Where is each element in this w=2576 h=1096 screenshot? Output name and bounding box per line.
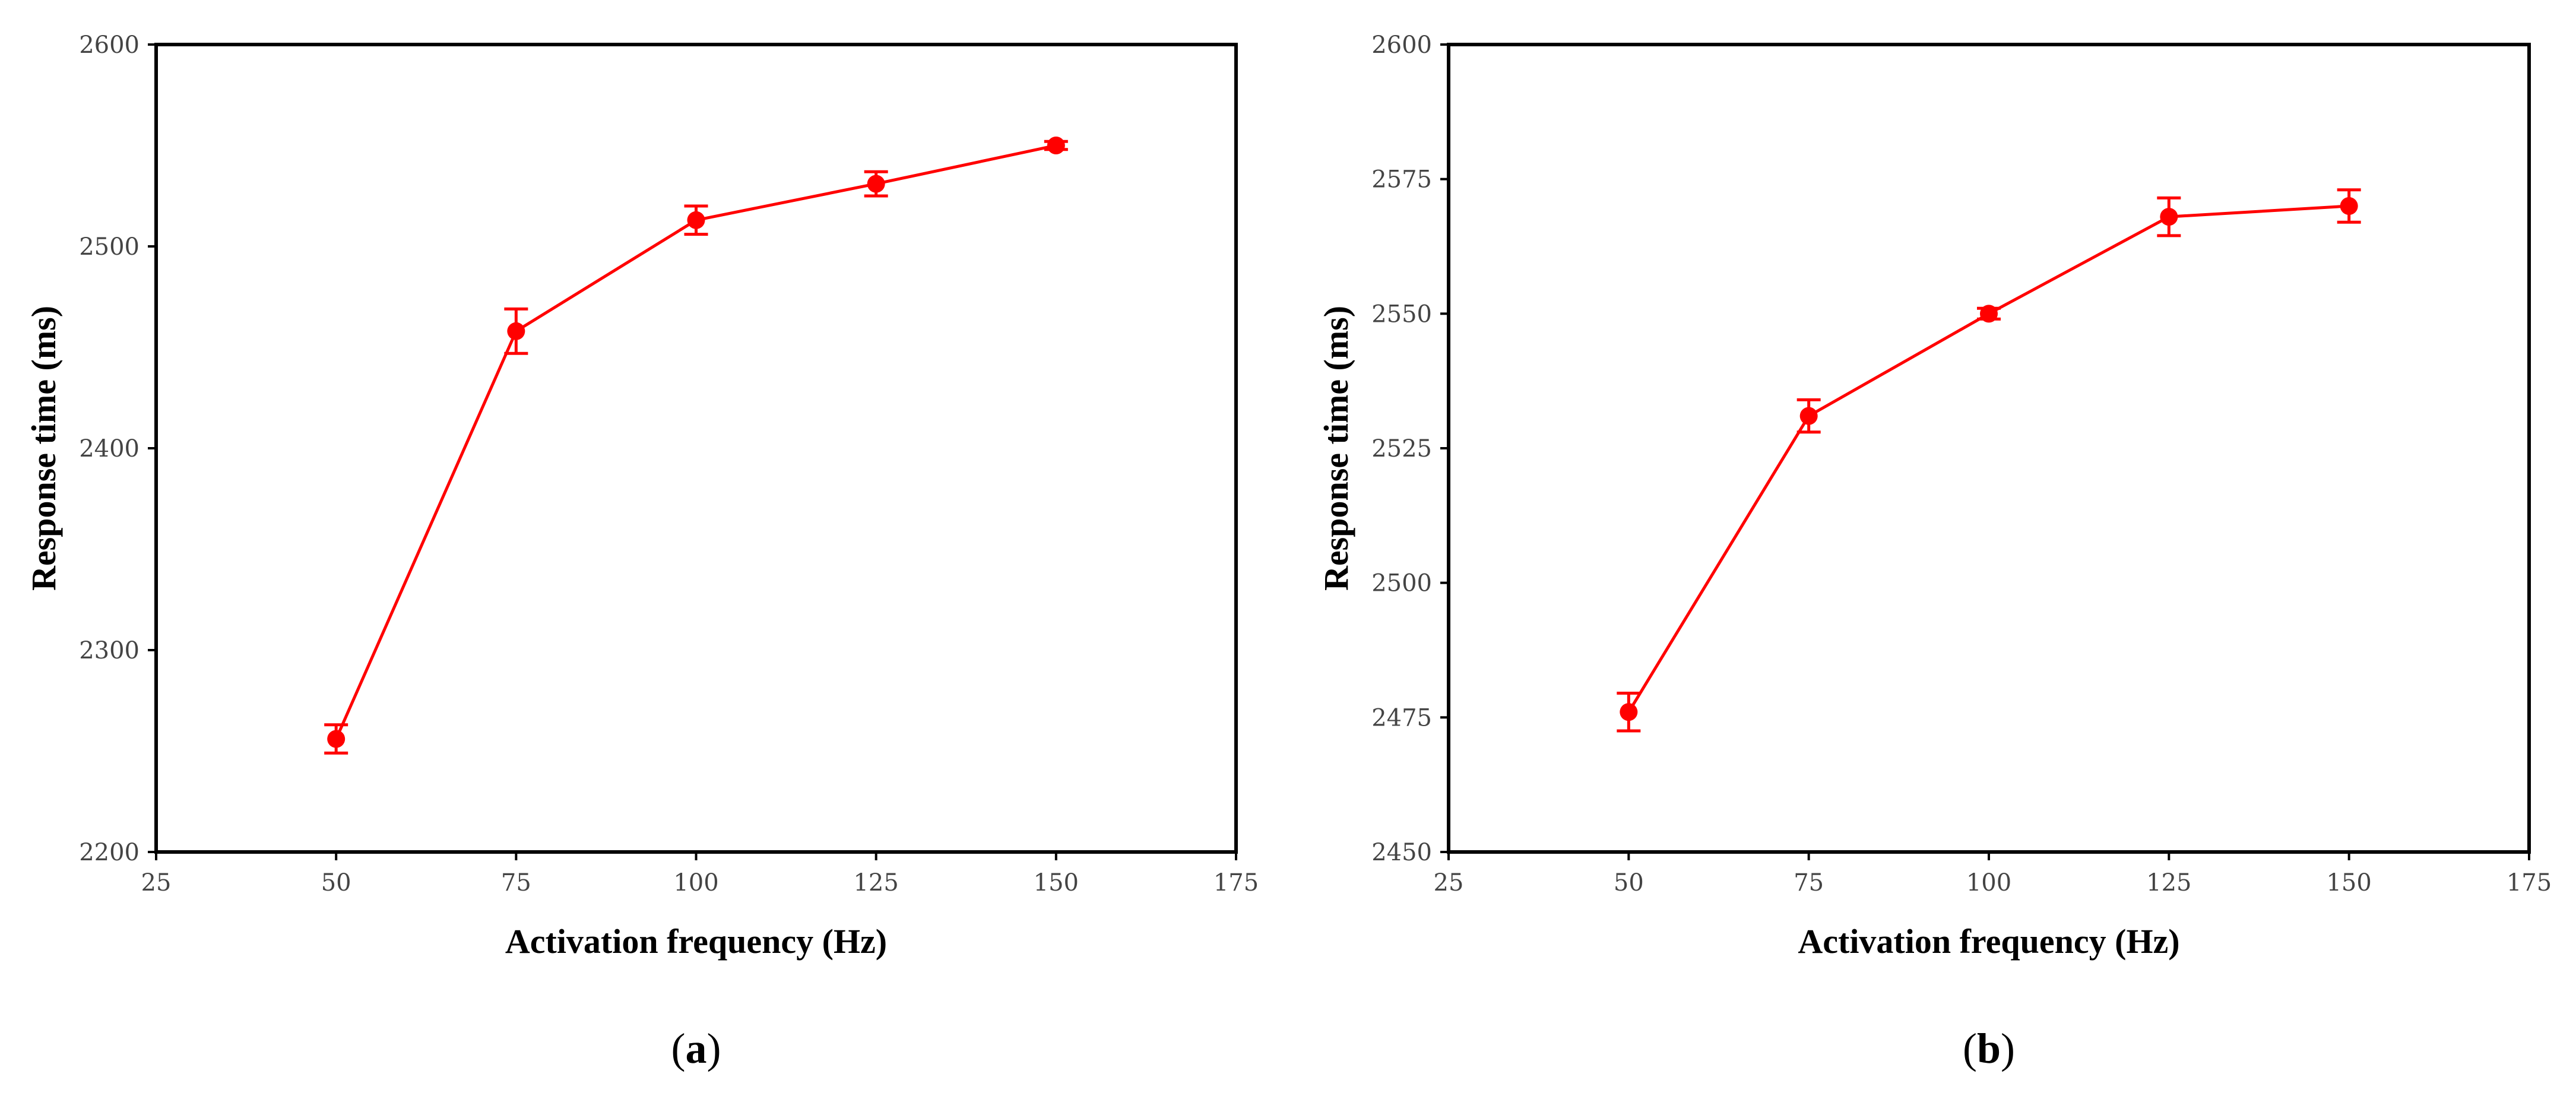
y-tick-label: 2525 [1371,435,1432,463]
panel-letter: b [1977,1025,2001,1072]
x-axis-title: Activation frequency (Hz) [505,922,887,961]
panel-label: (b) [1963,1025,2015,1072]
y-tick-label: 2475 [1371,704,1432,731]
y-tick-label: 2600 [1371,31,1432,59]
x-tick-label: 75 [1794,869,1824,897]
y-axis-title: Response time (ms) [24,306,63,591]
data-point [1980,305,1998,323]
chart-panel-a: 25 50 75 100 125 150 175 2200 2300 2400 2500 2600 Ac… [24,31,1259,1072]
y-tick-label: 2300 [79,637,140,664]
x-tick-label: 125 [853,869,898,897]
x-tick-label: 50 [1614,869,1644,897]
y-tick-label: 2500 [1371,570,1432,597]
x-axis-title: Activation frequency (Hz) [1798,922,2179,961]
data-point [327,730,346,748]
y-tick-label: 2200 [79,839,140,866]
plot-frame [1447,43,2531,854]
y-tick-label: 2500 [79,233,140,261]
x-tick-label: 100 [673,869,718,897]
chart-b-svg: 25 50 75 100 125 150 1752450247525002525255025… [1317,31,2552,1072]
plot-frame [154,43,1238,854]
y-tick-label: 2600 [79,31,140,59]
y-tick-label: 2575 [1371,166,1432,194]
data-point [507,322,525,340]
y-axis-title: Response time (ms) [1317,306,1355,591]
x-tick-label: 175 [1213,869,1259,897]
x-tick-label: 25 [1434,869,1464,897]
data-point [1799,407,1818,425]
x-tick-label: 125 [2146,869,2191,897]
x-tick-label: 25 [141,869,172,897]
y-tick-label: 2400 [79,435,140,463]
x-tick-label: 50 [321,869,351,897]
panel-label: (a) [671,1025,721,1072]
series-line [1627,204,2349,713]
chart-a-svg: 25 50 75 100 125 150 175 2200 2300 2400 2500 2600 Ac… [24,31,1259,1072]
y-tick-label: 2450 [1371,839,1432,866]
x-tick-label: 150 [2326,869,2371,897]
x-tick-label: 100 [1966,869,2011,897]
x-tick-label: 150 [1034,869,1079,897]
data-point [867,175,885,193]
x-tick-label: 175 [2507,869,2552,897]
data-point [1620,703,1638,721]
data-point [2340,197,2358,215]
data-point [687,211,705,229]
x-tick-label: 75 [501,869,531,897]
panel-letter: a [686,1025,707,1072]
data-point [1047,137,1065,154]
chart-panel-b: 25 50 75 100 125 150 175 2450 2475 2500 2525 2550 25… [1288,0,2576,1096]
data-point [2160,208,2178,226]
y-tick-label: 2550 [1371,300,1432,328]
